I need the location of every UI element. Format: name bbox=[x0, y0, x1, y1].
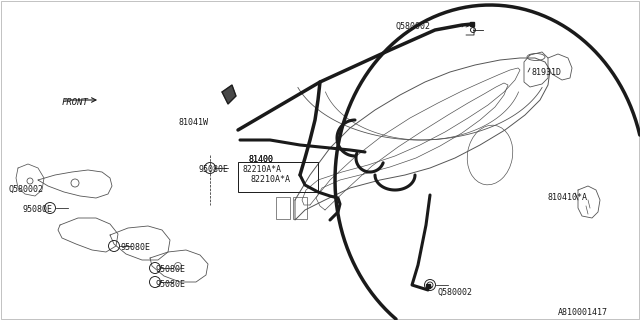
Text: 82210A*A: 82210A*A bbox=[250, 175, 290, 184]
Text: 810410*A: 810410*A bbox=[548, 193, 588, 202]
Text: Q580002: Q580002 bbox=[8, 185, 43, 194]
Text: 81041W: 81041W bbox=[178, 118, 208, 127]
Text: A810001417: A810001417 bbox=[558, 308, 608, 317]
Bar bbox=[276, 197, 290, 219]
Bar bbox=[238, 162, 318, 192]
Text: 95080E: 95080E bbox=[198, 165, 228, 174]
Text: Q580002: Q580002 bbox=[395, 22, 430, 31]
Text: 95080E: 95080E bbox=[22, 205, 52, 214]
Text: 95080E: 95080E bbox=[155, 280, 185, 289]
Text: 82210A*A: 82210A*A bbox=[242, 165, 281, 174]
Text: Q580002: Q580002 bbox=[437, 288, 472, 297]
Text: 95080E: 95080E bbox=[120, 243, 150, 252]
Text: 81931D: 81931D bbox=[532, 68, 562, 77]
Text: FRONT: FRONT bbox=[62, 98, 89, 107]
Text: 81400: 81400 bbox=[248, 155, 273, 164]
Text: 95080E: 95080E bbox=[155, 265, 185, 274]
Text: 81400: 81400 bbox=[248, 155, 273, 164]
Polygon shape bbox=[222, 85, 236, 104]
Bar bbox=[293, 197, 307, 219]
